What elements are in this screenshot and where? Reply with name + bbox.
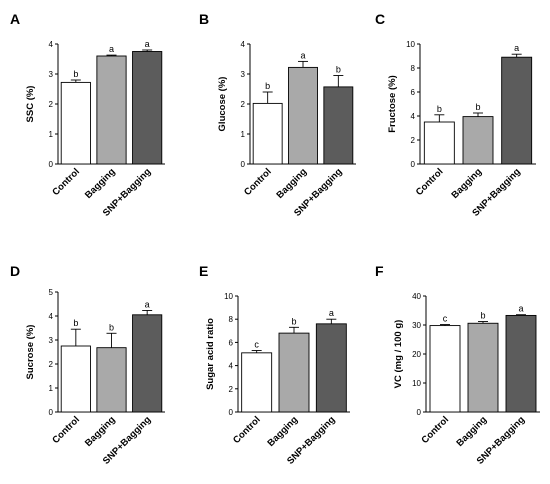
panel-label-e: E xyxy=(199,263,208,279)
y-tick-label-d-1: 1 xyxy=(49,384,54,393)
y-tick-label-c-5: 10 xyxy=(406,40,415,49)
sig-letter-c-1: b xyxy=(475,102,480,112)
y-axis-title-d: Sucrose (%) xyxy=(25,325,36,380)
category-label-e-1: Bagging xyxy=(265,414,300,449)
bar-b-1 xyxy=(288,66,318,165)
y-tick-label-d-5: 5 xyxy=(49,288,54,297)
panel-label-f: F xyxy=(375,263,384,279)
y-tick-label-d-4: 4 xyxy=(49,312,54,321)
panel-label-c: C xyxy=(375,11,385,27)
y-tick-label-c-2: 4 xyxy=(411,112,416,121)
y-tick-label-f-4: 40 xyxy=(412,292,421,301)
bar-d-1 xyxy=(96,347,127,413)
panel-label-b: B xyxy=(199,11,209,27)
y-tick-label-b-3: 3 xyxy=(241,70,246,79)
bar-a-2 xyxy=(132,51,163,165)
bar-b-2 xyxy=(323,86,354,165)
sig-letter-b-2: b xyxy=(336,65,341,75)
sig-letter-c-2: a xyxy=(514,43,519,53)
bar-f-1 xyxy=(467,322,499,413)
y-tick-label-e-2: 4 xyxy=(229,362,234,371)
sig-letter-a-2: a xyxy=(145,39,150,49)
category-label-f-1: Bagging xyxy=(454,414,489,449)
panel-label-a: A xyxy=(10,11,20,27)
y-tick-label-a-1: 1 xyxy=(49,130,54,139)
sig-letter-f-1: b xyxy=(480,311,485,321)
category-label-f-0: Control xyxy=(419,414,451,446)
category-label-d-1: Bagging xyxy=(83,414,118,449)
sig-letter-e-0: c xyxy=(254,340,259,350)
y-tick-label-f-3: 30 xyxy=(412,321,421,330)
y-axis-title-f: VC (mg / 100 g) xyxy=(393,320,404,389)
bar-a-1 xyxy=(96,55,127,165)
category-label-b-0: Control xyxy=(242,166,274,198)
bar-e-1 xyxy=(278,332,310,413)
y-axis-title-b: Glucose (%) xyxy=(217,77,228,132)
y-tick-label-b-2: 2 xyxy=(241,100,246,109)
bar-c-2 xyxy=(501,56,533,165)
y-tick-label-c-4: 8 xyxy=(411,64,416,73)
y-tick-label-f-1: 10 xyxy=(412,379,421,388)
y-tick-label-b-1: 1 xyxy=(241,130,246,139)
bar-c-0 xyxy=(423,121,455,165)
sig-letter-d-2: a xyxy=(145,299,150,309)
sig-letter-a-1: a xyxy=(109,44,114,54)
y-tick-label-c-0: 0 xyxy=(411,160,416,169)
category-label-e-0: Control xyxy=(231,414,263,446)
y-axis-title-a: SSC (%) xyxy=(25,86,36,123)
panel-label-d: D xyxy=(10,263,20,279)
sig-letter-c-0: b xyxy=(437,104,442,114)
y-tick-label-d-0: 0 xyxy=(49,408,54,417)
sig-letter-b-1: a xyxy=(300,50,305,60)
y-tick-label-a-4: 4 xyxy=(49,40,54,49)
y-tick-label-f-2: 20 xyxy=(412,350,421,359)
y-tick-label-b-0: 0 xyxy=(241,160,246,169)
y-tick-label-e-3: 6 xyxy=(229,338,234,347)
y-tick-label-d-2: 2 xyxy=(49,360,54,369)
sig-letter-e-2: a xyxy=(329,308,334,318)
category-label-d-0: Control xyxy=(50,414,82,446)
y-tick-label-a-0: 0 xyxy=(49,160,54,169)
bar-f-2 xyxy=(505,314,537,413)
bar-f-0 xyxy=(429,325,461,413)
bar-e-0 xyxy=(241,352,273,413)
y-tick-label-e-0: 0 xyxy=(229,408,234,417)
sig-letter-f-0: c xyxy=(443,314,448,324)
sig-letter-f-2: a xyxy=(518,304,523,314)
y-axis-title-e: Sugar acid ratio xyxy=(205,318,216,390)
y-tick-label-d-3: 3 xyxy=(49,336,54,345)
bar-a-0 xyxy=(60,81,91,165)
bar-e-2 xyxy=(315,323,347,413)
category-label-c-1: Bagging xyxy=(449,166,484,201)
y-tick-label-e-1: 2 xyxy=(229,385,234,394)
category-label-a-0: Control xyxy=(50,166,82,198)
sig-letter-e-1: b xyxy=(291,316,296,326)
bar-b-0 xyxy=(252,102,283,165)
y-tick-label-a-3: 3 xyxy=(49,70,54,79)
category-label-a-1: Bagging xyxy=(83,166,118,201)
category-label-b-1: Bagging xyxy=(274,166,309,201)
y-axis-title-c: Fructose (%) xyxy=(387,75,398,133)
sig-letter-b-0: b xyxy=(265,81,270,91)
y-tick-label-e-4: 8 xyxy=(229,315,234,324)
sig-letter-a-0: b xyxy=(73,69,78,79)
y-tick-label-e-5: 10 xyxy=(224,292,233,301)
bar-d-2 xyxy=(132,314,163,413)
y-tick-label-a-2: 2 xyxy=(49,100,54,109)
y-tick-label-c-1: 2 xyxy=(411,136,416,145)
bar-d-0 xyxy=(60,345,91,413)
y-tick-label-f-0: 0 xyxy=(417,408,422,417)
category-label-c-0: Control xyxy=(414,166,446,198)
bar-c-1 xyxy=(462,116,494,165)
y-tick-label-c-3: 6 xyxy=(411,88,416,97)
y-tick-label-b-4: 4 xyxy=(241,40,246,49)
sig-letter-d-0: b xyxy=(73,318,78,328)
sig-letter-d-1: b xyxy=(109,322,114,332)
